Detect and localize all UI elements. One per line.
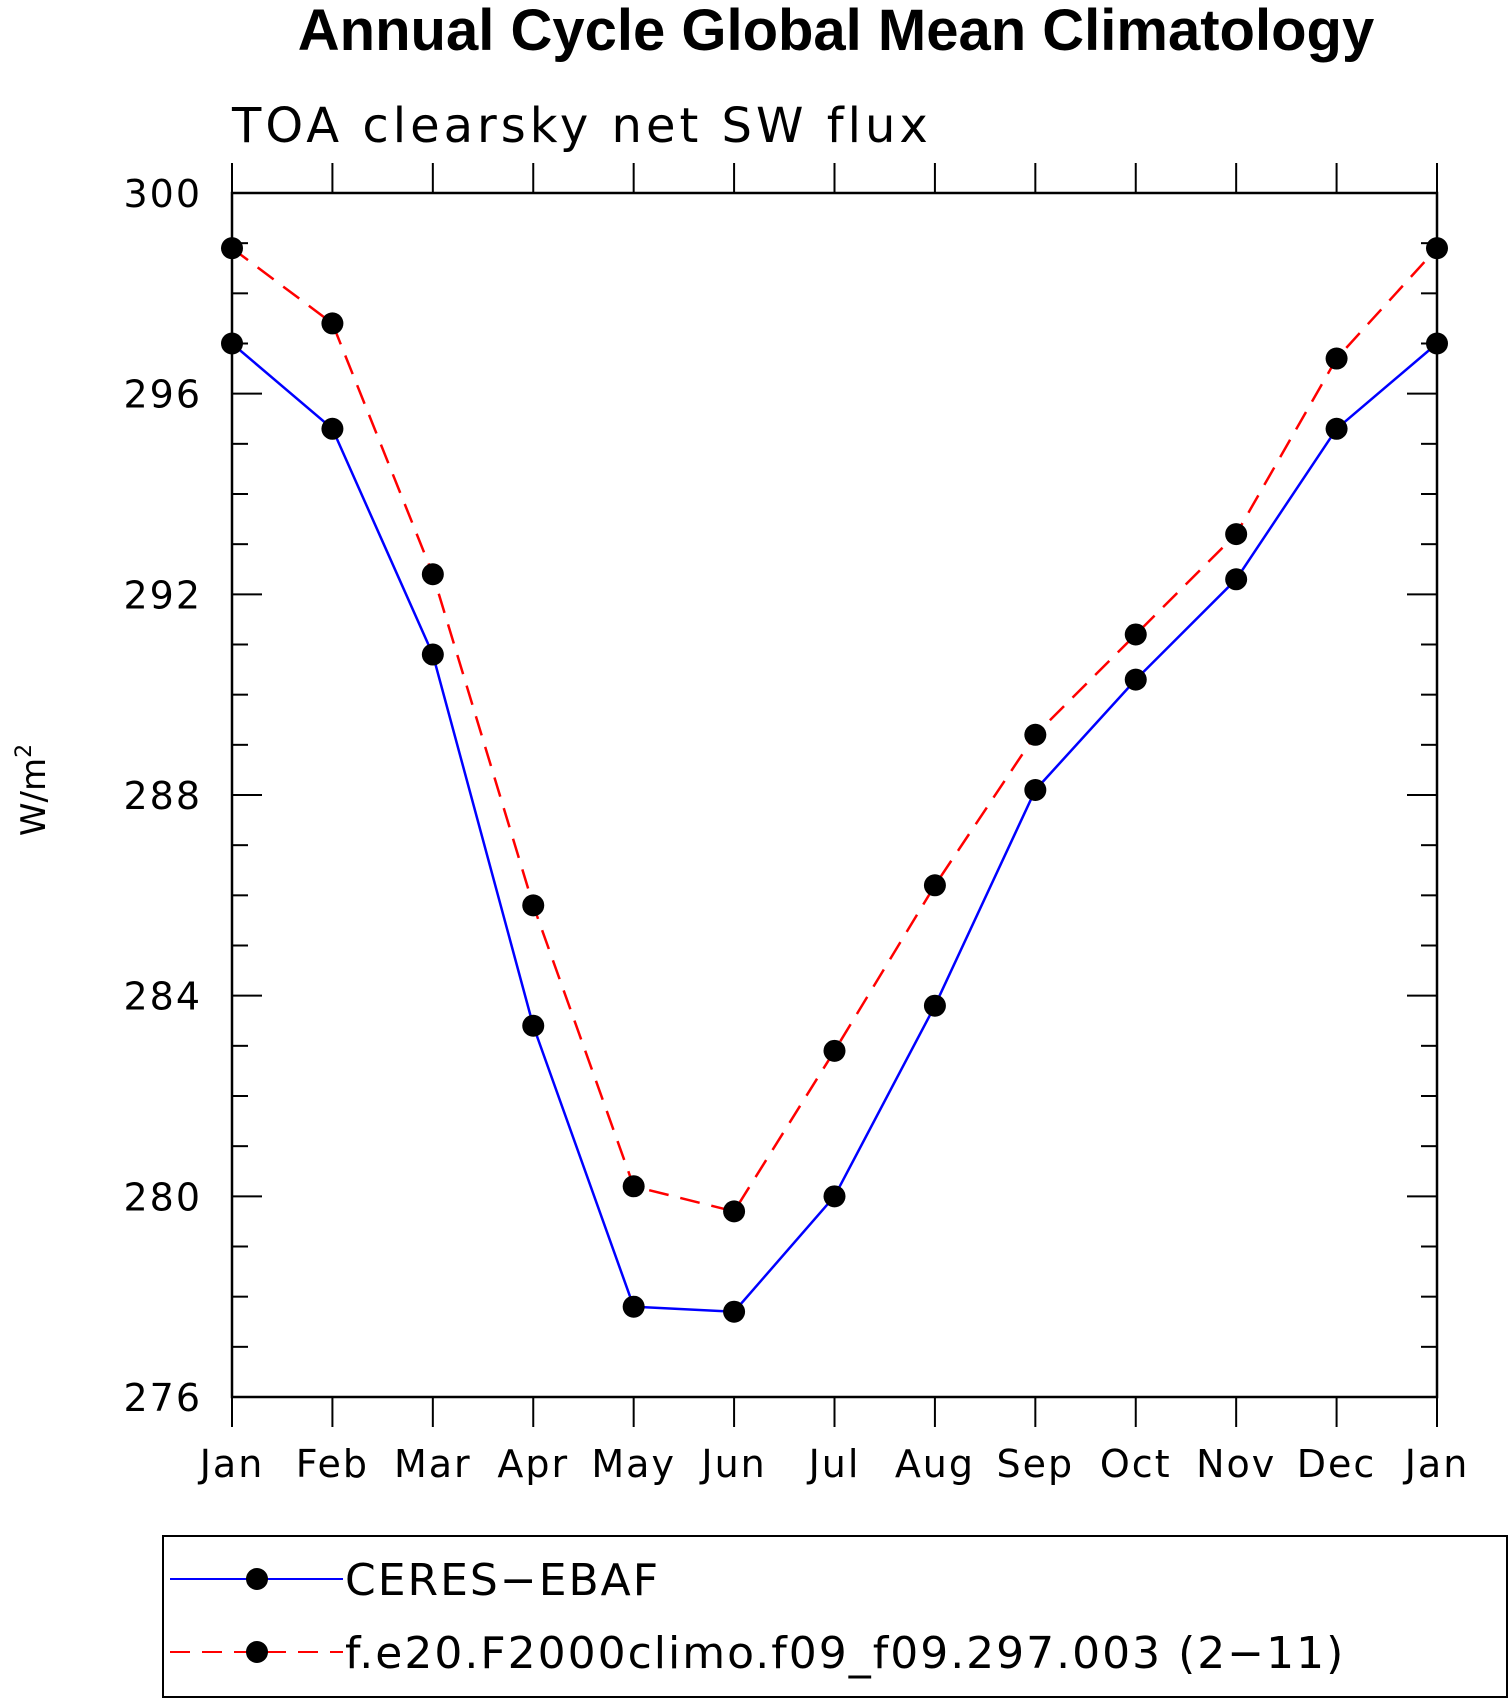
y-tick-label: 276	[123, 1376, 202, 1420]
y-tick-label: 296	[123, 373, 202, 417]
plot-frame	[230, 191, 1439, 1399]
data-point-series-0	[321, 417, 344, 440]
data-point-series-1	[1225, 523, 1248, 546]
data-point-series-0	[1024, 778, 1047, 801]
data-point-series-0	[1426, 332, 1448, 355]
data-point-series-0	[1225, 568, 1248, 591]
legend-marker-ceres	[246, 1568, 268, 1590]
data-point-series-1	[923, 874, 946, 897]
x-tick-label: Dec	[1297, 1442, 1377, 1486]
data-point-series-1	[1426, 237, 1448, 260]
data-point-series-1	[321, 312, 344, 335]
y-tick-label: 288	[123, 774, 202, 818]
x-tick-label: Aug	[895, 1442, 975, 1486]
data-point-series-1	[1325, 347, 1348, 370]
chart-title: Annual Cycle Global Mean Climatology	[298, 0, 1374, 63]
x-tick-label: Jul	[807, 1442, 861, 1486]
x-tick-label: Oct	[1100, 1442, 1172, 1486]
data-point-series-1	[723, 1200, 746, 1223]
x-tick-label: Nov	[1196, 1442, 1276, 1486]
x-tick-label: Sep	[997, 1442, 1075, 1486]
legend-marker-model	[246, 1641, 268, 1663]
x-tick-label: May	[591, 1442, 676, 1486]
legend-label-model: f.e20.F2000climo.f09_f09.297.003 (2−11)	[345, 1628, 1345, 1679]
data-point-series-0	[221, 332, 243, 355]
data-point-series-1	[221, 237, 243, 260]
y-tick-label: 300	[123, 172, 202, 216]
x-tick-label: Jun	[699, 1442, 766, 1486]
data-point-series-0	[723, 1300, 746, 1323]
plot-area: 276 280 284 288 292 296 300 Jan Feb Mar Apr May Jun J…	[123, 163, 1470, 1486]
y-tick-label: 280	[123, 1175, 202, 1219]
data-point-series-1	[823, 1039, 846, 1062]
data-point-series-1	[1124, 623, 1147, 646]
x-tick-label: Jan	[1403, 1442, 1470, 1486]
data-point-series-1	[522, 894, 545, 917]
x-tick-label: Feb	[296, 1442, 369, 1486]
y-tick-label: 292	[123, 573, 202, 617]
data-point-series-0	[522, 1014, 545, 1037]
series-line-0	[231, 342, 1438, 1313]
series-line-1	[231, 247, 1438, 1213]
x-tick-label: Jan	[198, 1442, 265, 1486]
legend-box	[162, 1535, 1508, 1698]
y-axis-label-main: W/m	[14, 758, 54, 836]
data-point-series-0	[823, 1185, 846, 1208]
y-axis-label-superscript: 2	[12, 744, 37, 758]
data-point-series-0	[1124, 668, 1147, 691]
data-point-series-1	[622, 1175, 645, 1198]
y-axis-label: W/m2	[12, 744, 54, 836]
data-point-series-1	[421, 563, 444, 586]
data-point-series-0	[923, 994, 946, 1017]
x-tick-label: Apr	[497, 1442, 569, 1486]
legend-entry-model: f.e20.F2000climo.f09_f09.297.003 (2−11)	[170, 1628, 1345, 1679]
data-point-series-0	[1325, 417, 1348, 440]
legend-entry-ceres: CERES−EBAF	[170, 1555, 660, 1606]
chart-subtitle: TOA clearsky net SW flux	[231, 98, 932, 154]
legend-label-ceres: CERES−EBAF	[345, 1555, 660, 1606]
data-point-series-0	[622, 1295, 645, 1318]
data-point-series-0	[421, 643, 444, 666]
y-tick-label: 284	[123, 975, 202, 1019]
x-tick-label: Mar	[394, 1442, 472, 1486]
data-point-series-1	[1024, 723, 1047, 746]
